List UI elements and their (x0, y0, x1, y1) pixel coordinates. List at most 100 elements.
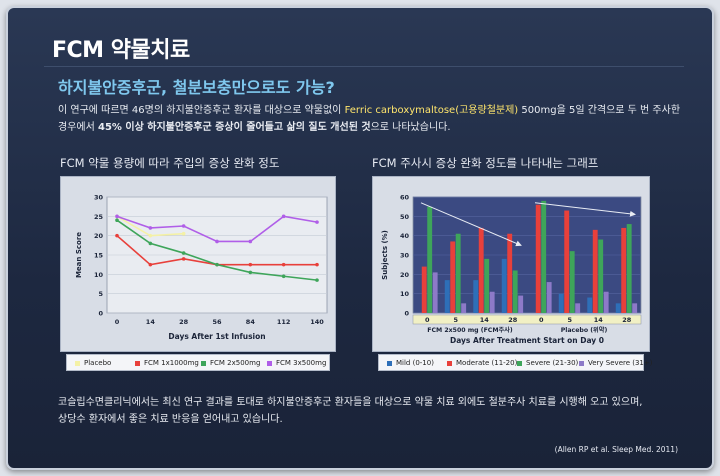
bar (518, 295, 524, 313)
x-tick-label: 28 (179, 318, 189, 326)
bar (626, 224, 632, 313)
data-point (248, 239, 253, 244)
legend-item: FCM 3x500mg (267, 359, 326, 367)
x-tick-label: 14 (480, 316, 490, 324)
bar (461, 303, 467, 313)
data-point (315, 278, 319, 282)
clinic-line-1: 코슬립수면클리닉에서는 최신 연구 결과를 토대로 하지불안증후군 환자들을 대… (58, 397, 643, 408)
data-point (248, 270, 253, 275)
page-subtitle: 하지불안증후군, 철분보충만으로도 가능? (58, 78, 335, 97)
data-point (215, 262, 219, 267)
citation: (Allen RP et al. Sleep Med. 2011) (554, 445, 678, 454)
legend-label: Severe (21-30) (526, 359, 579, 367)
bar-chart-panel: 0 10 20 30 40 50 60 0 5 14 28 0 5 14 28 FCM 2x500 mg (F… (372, 176, 650, 352)
legend-item: Severe (21-30) (517, 359, 578, 367)
legend-label: FCM 3x500mg (276, 359, 327, 367)
bar (569, 251, 575, 313)
legend-item: Placebo (75, 359, 111, 367)
bar (587, 297, 593, 313)
legend-item: FCM 2x500mg (201, 359, 260, 367)
x-tick-label: 140 (310, 318, 324, 326)
bar (427, 206, 433, 313)
data-point (148, 241, 153, 246)
y-tick-label: 0 (404, 310, 409, 318)
x-tick-label: 14 (146, 318, 156, 326)
x-tick-label: 28 (622, 316, 632, 324)
y-tick-label: 60 (400, 194, 410, 202)
x-tick-label: 56 (212, 318, 222, 326)
bar (473, 280, 479, 313)
x-tick-label: 0 (115, 318, 120, 326)
bar (455, 233, 461, 313)
data-point (148, 262, 153, 267)
bar (507, 233, 513, 313)
y-tick-label: 40 (400, 232, 410, 240)
intro-text: 경우에서 (58, 122, 98, 133)
group-label: FCM 2x500 mg (FCM주사) (427, 326, 513, 334)
data-point (281, 262, 286, 267)
y-axis-label: Mean Score (75, 232, 83, 278)
group-label: Placebo (위약) (561, 326, 608, 334)
x-tick-label: 0 (425, 316, 430, 324)
legend-swatch (517, 360, 522, 366)
y-tick-label: 20 (94, 232, 104, 240)
data-point (115, 233, 119, 238)
y-tick-label: 25 (94, 213, 104, 221)
intro-text: 으로 나타났습니다. (370, 122, 451, 133)
line-chart: 0 5 10 15 20 25 30 0 14 28 56 84 112 140 Days After 1s… (75, 194, 328, 341)
y-tick-label: 0 (98, 310, 103, 318)
legend-label: Very Severe (31+) (588, 359, 653, 367)
y-tick-label: 30 (94, 194, 104, 202)
line-chart-panel: 0 5 10 15 20 25 30 0 14 28 56 84 112 140 Days After 1s… (60, 176, 336, 352)
data-point (148, 233, 153, 238)
legend-swatch (579, 360, 584, 366)
intro-line-2: 경우에서 45% 이상 하지불안증후군 증상이 줄어들고 삶의 질도 개선된 것… (58, 119, 698, 136)
intro-text: 500mg을 5일 간격으로 두 번 주사한 (518, 105, 681, 116)
data-point (181, 251, 186, 255)
result-highlight: 45% 이상 하지불안증후군 증상이 줄어들고 삶의 질도 개선된 것 (97, 122, 371, 133)
bar (598, 239, 604, 313)
legend-label: Moderate (11-20) (456, 359, 518, 367)
data-point (248, 262, 253, 267)
legend-label: Mild (0-10) (396, 359, 434, 367)
drug-highlight: Ferric carboxymaltose(고용량철분제) (344, 105, 519, 116)
legend-swatch (387, 360, 392, 366)
legend-swatch (267, 360, 272, 366)
category-row (412, 314, 642, 325)
y-tick-label: 50 (400, 213, 410, 221)
data-point (281, 274, 286, 279)
legend-item: Mild (0-10) (387, 359, 434, 367)
y-tick-label: 5 (98, 290, 103, 298)
x-tick-label: 14 (594, 316, 604, 324)
data-point (315, 262, 319, 267)
bar (450, 241, 456, 313)
legend-label: FCM 2x500mg (210, 359, 261, 367)
bar (564, 210, 570, 313)
intro-line-1: 이 연구에 따르면 46명의 하지불안증후군 환자를 대상으로 약물없이 Fer… (58, 102, 698, 119)
bar (444, 280, 450, 313)
x-axis-label: Days After Treatment Start on Day 0 (450, 336, 604, 345)
bar (558, 293, 564, 313)
legend-label: FCM 1x1000mg (144, 359, 199, 367)
x-axis-label: Days After 1st Infusion (168, 332, 265, 341)
y-tick-label: 30 (400, 252, 410, 260)
bar (546, 282, 552, 313)
bar-chart-legend: Mild (0-10) Moderate (11-20) Severe (21-30… (378, 354, 653, 371)
x-tick-label: 5 (453, 316, 458, 324)
bar (421, 266, 427, 313)
y-tick-label: 15 (94, 252, 104, 260)
bar (603, 291, 609, 313)
y-tick-label: 20 (400, 271, 410, 279)
data-point (181, 224, 186, 228)
trend-arrow (534, 202, 636, 217)
y-tick-label: 10 (400, 290, 410, 298)
data-point (115, 214, 119, 219)
y-tick-label: 10 (94, 271, 104, 279)
bar (478, 227, 484, 313)
legend-swatch (447, 360, 452, 366)
data-point (181, 231, 186, 236)
clinic-line-2: 상당수 환자에서 좋은 치료 반응을 얻어내고 있습니다. (58, 414, 283, 425)
bar (489, 291, 495, 313)
x-tick-label: 0 (539, 316, 544, 324)
bar-chart-heading: FCM 주사시 증상 완화 정도를 나타내는 그래프 (372, 156, 599, 170)
